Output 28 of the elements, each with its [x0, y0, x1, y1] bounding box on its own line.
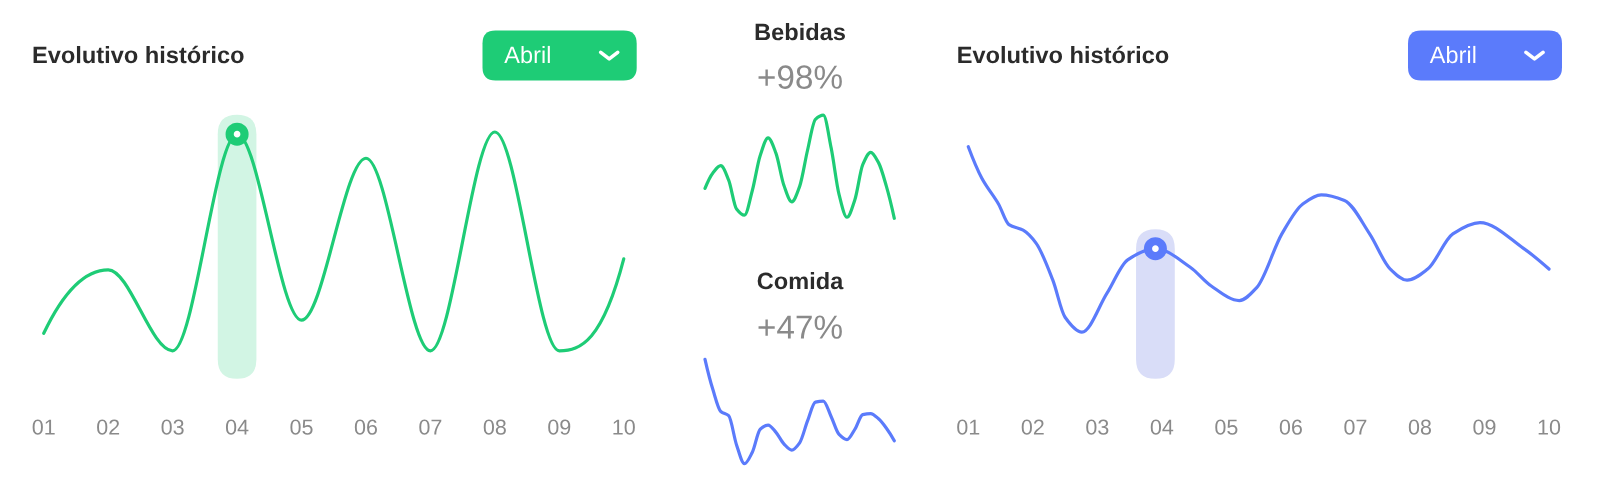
x-tick-label: 03	[1086, 419, 1109, 435]
x-tick-label: 01	[957, 419, 980, 435]
x-tick-label: 02	[1021, 419, 1044, 435]
chart-title: Bebidas	[755, 23, 845, 41]
x-tick-label: 10	[1538, 419, 1561, 435]
x-tick-label: 08	[1408, 419, 1431, 435]
x-tick-label: 07	[1344, 419, 1367, 435]
chart-subtitle: +47%	[758, 315, 842, 339]
x-tick-label: 02	[97, 419, 120, 435]
x-tick-label: 08	[483, 419, 506, 435]
x-tick-label: 01	[32, 419, 55, 435]
x-tick-label: 09	[1473, 419, 1496, 435]
text: Abril	[504, 45, 550, 64]
chart-title: Evolutivo histórico	[958, 45, 1169, 64]
chart-title: Evolutivo histórico	[33, 45, 244, 64]
text: Abril	[1429, 45, 1476, 64]
x-tick-label: 06	[354, 419, 377, 435]
x-tick-label: 10	[613, 419, 635, 435]
x-tick-label: 09	[548, 419, 571, 435]
chart-title: Comida	[757, 271, 844, 290]
x-tick-label: 04	[225, 419, 249, 435]
x-tick-label: 07	[419, 419, 442, 435]
x-tick-label: 05	[1215, 419, 1238, 435]
x-tick-label: 04	[1150, 419, 1174, 435]
chart-subtitle: +98%	[758, 65, 842, 89]
x-tick-label: 06	[1279, 419, 1302, 435]
x-tick-label: 03	[161, 419, 184, 435]
x-tick-label: 05	[290, 419, 313, 435]
